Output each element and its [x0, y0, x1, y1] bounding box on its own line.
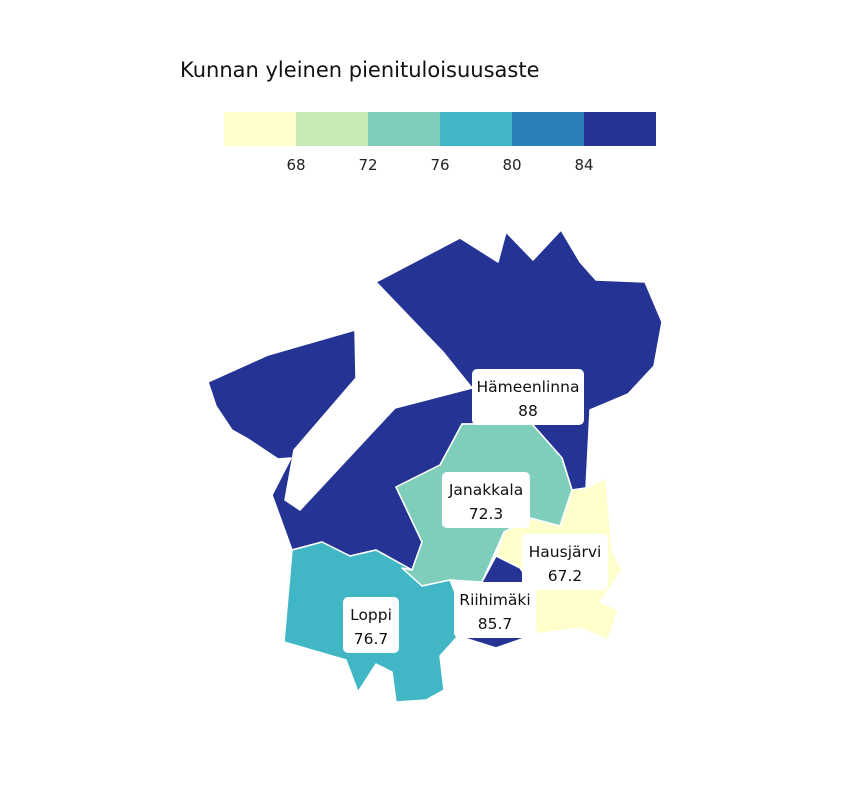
legend-tick-label: 68 [286, 156, 305, 174]
municipality-value: 85.7 [478, 615, 513, 633]
municipality-name: Janakkala [448, 481, 523, 499]
municipality-name: Hämeenlinna [477, 378, 580, 396]
municipality-value: 67.2 [548, 567, 583, 585]
legend-tick-label: 84 [574, 156, 593, 174]
map-regions [207, 229, 663, 703]
legend-swatch-4 [440, 112, 512, 146]
municipality-name: Riihimäki [459, 591, 530, 609]
map-label-riihimaki: Riihimäki 85.7 [454, 582, 536, 638]
municipality-value: 72.3 [469, 505, 504, 523]
legend-tick-label: 80 [502, 156, 521, 174]
municipality-value: 88 [518, 402, 538, 420]
map-label-hameenlinna: Hämeenlinna 88 [472, 369, 584, 425]
legend-swatch-2 [296, 112, 368, 146]
legend-swatch-5 [512, 112, 584, 146]
map-label-janakkala: Janakkala 72.3 [442, 472, 530, 528]
legend-swatch-3 [368, 112, 440, 146]
legend-tick-label: 76 [430, 156, 449, 174]
map-label-loppi: Loppi 76.7 [343, 597, 399, 653]
municipality-value: 76.7 [354, 630, 389, 648]
map-label-hausjarvi: Hausjärvi 67.2 [522, 534, 608, 590]
legend-ticks: 68 72 76 80 84 [286, 156, 593, 174]
map-labels: Hämeenlinna 88 Janakkala 72.3 Hausjärvi … [343, 369, 608, 653]
legend-swatch-6 [584, 112, 656, 146]
legend-tick-label: 72 [358, 156, 377, 174]
legend-title: Kunnan yleinen pienituloisuusaste [180, 58, 540, 82]
legend-swatch-1 [224, 112, 296, 146]
municipality-name: Hausjärvi [529, 543, 602, 561]
legend-colorbar [224, 112, 656, 146]
municipality-name: Loppi [350, 606, 392, 624]
